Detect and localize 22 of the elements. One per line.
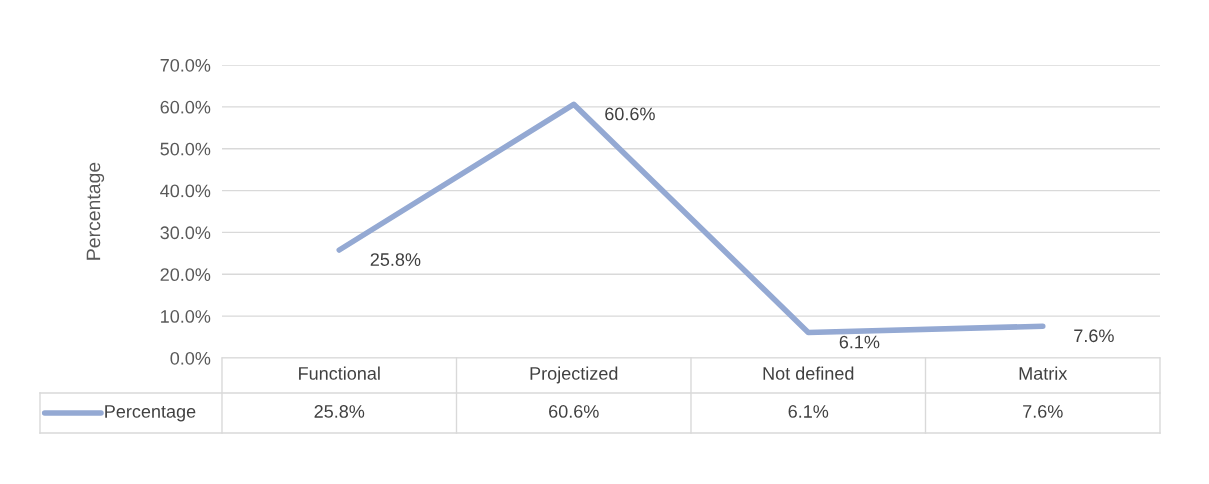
x-tick-label: Not defined bbox=[763, 366, 854, 380]
legend-label: Percentage bbox=[105, 405, 196, 422]
y-tick-label: 50.0% bbox=[160, 142, 211, 156]
text: 60.6% bbox=[605, 107, 655, 121]
y-tick-label: 20.0% bbox=[160, 268, 211, 282]
y-tick-label: 40.0% bbox=[160, 184, 211, 198]
y-tick-label: 30.0% bbox=[160, 226, 211, 240]
data-label: 25.8% bbox=[314, 405, 365, 418]
y-tick-label: 70.0% bbox=[160, 58, 211, 72]
data-label: 6.1% bbox=[788, 405, 829, 418]
text: 25.8% bbox=[370, 253, 421, 266]
y-axis-title: Percentage bbox=[86, 162, 105, 260]
x-tick-label: Matrix bbox=[1019, 366, 1068, 380]
text: 7.6% bbox=[1074, 329, 1114, 343]
text: 6.1% bbox=[839, 335, 880, 349]
y-tick-label: 10.0% bbox=[161, 310, 211, 323]
y-tick-label: 60.0% bbox=[160, 100, 211, 114]
data-label: 7.6% bbox=[1023, 405, 1063, 418]
x-tick-label: Projectized bbox=[530, 366, 618, 384]
data-label: 60.6% bbox=[549, 405, 599, 418]
y-tick-label: 0.0% bbox=[170, 351, 211, 365]
x-tick-label: Functional bbox=[299, 366, 380, 380]
